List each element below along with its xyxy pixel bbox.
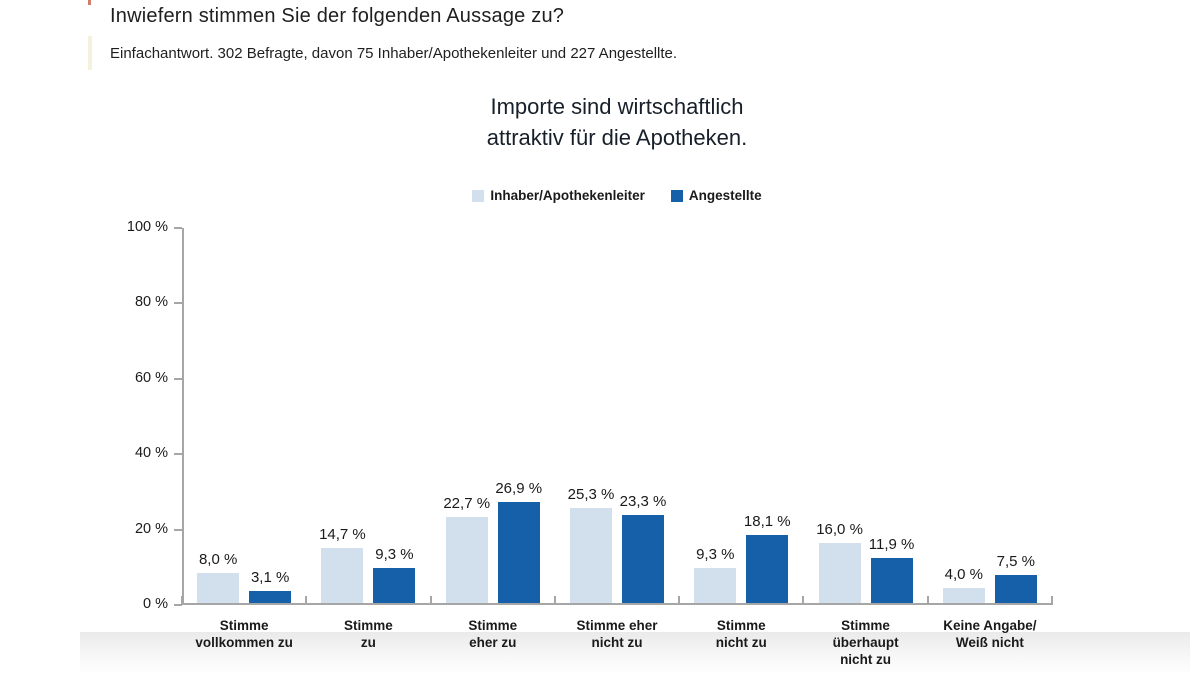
y-axis-tick [174,302,182,305]
y-axis-tick-label: 80 % [134,294,168,311]
bar-owner [942,587,985,603]
bar-employee [497,501,540,603]
x-axis-tick [678,596,681,605]
category-label: Stimme zu [344,618,393,650]
bar-employee [622,515,664,603]
bar-value-label: 9,3 % [696,545,735,563]
bar-value-label: 26,9 % [495,479,543,497]
page-title: Inwiefern stimmen Sie der folgenden Auss… [110,5,565,27]
bar-owner [197,572,240,603]
bottom-gradient-band [80,632,1190,672]
y-axis-tick-label: 40 % [134,445,168,462]
legend-swatch-icon [670,189,683,202]
page-subtitle: Einfachantwort. 302 Befragte, davon 75 I… [110,45,678,62]
chart-title: Importe sind wirtschaftlich attraktiv fü… [182,91,1052,153]
y-axis-tick [174,604,182,606]
x-axis-line [182,603,1052,605]
bar-owner [321,547,364,603]
bar-employee [746,534,789,603]
plot-area: 100 % 80 % 60 % 40 % 20 % 0 % 8,0 % 3,1 % 14,7 %… [127,219,1053,612]
bar-value-label: 18,1 % [743,512,791,530]
y-axis-tick-label: 0 % [143,596,168,612]
category-label: Stimme vollkommen zu [195,618,293,650]
chart-legend: Inhaber/Apothekenleiter Angestellte [182,188,1052,203]
bar-employee [870,558,913,603]
page-edge-artifact-dot [88,0,91,5]
x-axis-tick [1051,596,1053,605]
bar-value-label: 14,7 % [319,525,366,543]
y-axis-tick [174,453,182,456]
bar-value-label: 4,0 % [944,565,984,583]
bar-owner [694,567,737,603]
bar-value-label: 8,0 % [198,550,238,568]
chart-title-line-2: attraktiv für die Apotheken. [486,125,748,150]
legend-item-employee: Angestellte [670,188,762,203]
category-label: Stimme überhaupt nicht zu [832,618,899,667]
bar-value-label: 22,7 % [443,495,491,513]
bar-value-label: 3,1 % [250,569,290,587]
legend-item-owner: Inhaber/Apothekenleiter [472,188,645,203]
category-label: Stimme eher nicht zu [576,618,658,650]
bar-value-label: 7,5 % [996,552,1036,570]
x-axis-tick [802,596,805,605]
y-axis-tick [174,377,182,380]
y-axis-tick-label: 100 % [126,219,168,235]
bar-owner [818,542,861,603]
x-axis-tick [181,596,183,605]
bar-employee [373,567,416,603]
bar-value-label: 25,3 % [567,485,615,503]
x-axis-tick [553,596,556,605]
bar-value-label: 11,9 % [868,536,915,554]
bar-owner [445,517,488,603]
category-label: Stimme nicht zu [715,618,767,650]
legend-swatch-icon [472,189,485,202]
legend-label: Angestellte [688,188,762,203]
chart-title-line-1: Importe sind wirtschaftlich [490,94,744,119]
y-axis-tick [174,227,182,229]
bar-employee [994,574,1037,603]
category-label: Stimme eher zu [468,618,518,650]
category-label: Keine Angabe/ Weiß nicht [943,618,1037,650]
legend-label: Inhaber/Apothekenleiter [490,188,645,203]
bar-value-label: 16,0 % [816,520,863,538]
x-axis-tick [305,596,308,605]
x-axis-tick [429,596,432,605]
y-axis-tick [174,528,182,531]
bar-owner [570,507,612,603]
y-axis-tick-label: 20 % [134,520,168,537]
x-axis-tick [926,596,929,605]
bar-value-label: 9,3 % [375,545,414,563]
bar-value-label: 23,3 % [619,493,667,511]
bar-employee [249,591,292,603]
page-edge-artifact-line [88,36,92,70]
y-axis-line [182,228,184,605]
y-axis-tick-label: 60 % [134,369,168,386]
